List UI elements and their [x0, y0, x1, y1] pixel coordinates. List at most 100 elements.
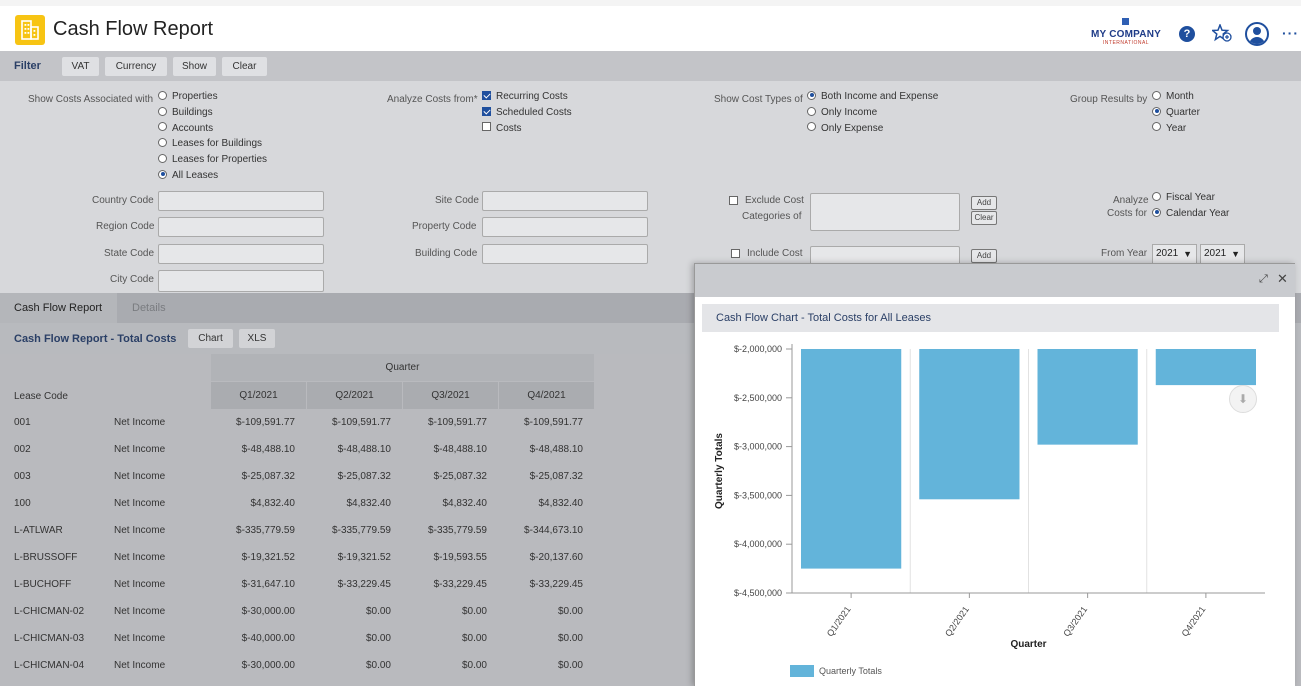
table-row[interactable]: L-BRUSSOFF Net Income $-19,321.52 $-19,321.…: [0, 544, 594, 571]
q4-header[interactable]: Q4/2021: [499, 382, 594, 409]
calendar-year-option[interactable]: Calendar Year: [1152, 207, 1229, 221]
group-by-radio[interactable]: [1152, 122, 1161, 132]
vat-button[interactable]: VAT: [62, 57, 99, 76]
filter-panel: Show Costs Associated with Analyze Costs…: [0, 81, 1301, 293]
table-row[interactable]: L-CHICMAN-02 Net Income $-30,000.00 $0.00 $0…: [0, 598, 594, 625]
exclude-categories-textarea[interactable]: [810, 193, 960, 231]
exclude-cost-checkbox[interactable]: [729, 196, 738, 205]
table-row[interactable]: 001 Net Income $-109,591.77 $-109,591.77 $-1…: [0, 409, 594, 436]
table-row[interactable]: L-CHICMAN-03 Net Income $-40,000.00 $0.00 $0…: [0, 625, 594, 652]
cost-type-radio[interactable]: [807, 90, 816, 100]
analyze-from-check[interactable]: [482, 106, 491, 116]
table-row[interactable]: L-CHICMAN-04 Net Income $-30,000.00 $0.00 $0…: [0, 652, 594, 679]
fiscal-year-option[interactable]: Fiscal Year: [1152, 191, 1215, 205]
city-code-input[interactable]: [158, 270, 324, 292]
chart-button[interactable]: Chart: [188, 329, 233, 348]
q3-header[interactable]: Q3/2021: [403, 382, 498, 409]
show-costs-option[interactable]: Accounts: [158, 122, 214, 136]
show-costs-radio[interactable]: [158, 154, 167, 164]
show-button[interactable]: Show: [173, 57, 216, 76]
show-costs-radio[interactable]: [158, 90, 167, 100]
q2-value-cell: $-33,229.45: [337, 579, 391, 590]
table-row[interactable]: 100 Net Income $4,832.40 $4,832.40 $4,832.40…: [0, 490, 594, 517]
tab-cash-flow-report[interactable]: Cash Flow Report: [0, 293, 117, 323]
group-by-label: Group Results by: [1070, 94, 1148, 105]
help-icon[interactable]: ?: [1179, 26, 1195, 42]
cost-type-radio[interactable]: [807, 106, 816, 116]
chart-bar[interactable]: [1155, 349, 1256, 386]
close-icon[interactable]: ✕: [1277, 271, 1288, 286]
group-by-radio[interactable]: [1152, 106, 1161, 116]
show-costs-option[interactable]: All Leases: [158, 169, 218, 183]
exclude-add-button[interactable]: Add: [971, 196, 997, 210]
show-costs-option[interactable]: Properties: [158, 90, 218, 104]
xls-button[interactable]: XLS: [239, 329, 275, 348]
download-icon[interactable]: ⬇: [1229, 385, 1257, 413]
group-by-radio[interactable]: [1152, 90, 1161, 100]
currency-button[interactable]: Currency: [105, 57, 167, 76]
group-by-option[interactable]: Quarter: [1152, 106, 1200, 120]
show-costs-option[interactable]: Buildings: [158, 106, 213, 120]
user-avatar-icon[interactable]: [1245, 22, 1269, 46]
show-costs-option[interactable]: Leases for Properties: [158, 154, 267, 167]
group-by-option[interactable]: Year: [1152, 122, 1186, 136]
lease-code-header[interactable]: Lease Code: [14, 391, 68, 402]
lease-code-cell: 002: [14, 444, 31, 455]
show-costs-radio[interactable]: [158, 169, 167, 179]
cost-type-radio[interactable]: [807, 122, 816, 132]
cost-type-option-label: Both Income and Expense: [821, 91, 939, 102]
analyze-from-label: Analyze Costs from*: [387, 94, 478, 105]
site-code-input[interactable]: [482, 191, 648, 211]
cost-type-option[interactable]: Only Income: [807, 106, 877, 120]
state-code-input[interactable]: [158, 244, 324, 264]
show-costs-radio[interactable]: [158, 122, 167, 132]
group-by-option[interactable]: Month: [1152, 90, 1194, 104]
country-code-input[interactable]: [158, 191, 324, 211]
favorites-icon[interactable]: [1210, 22, 1232, 45]
filter-bar: Filter VAT Currency Show Clear: [0, 51, 1301, 81]
show-costs-radio[interactable]: [158, 138, 167, 148]
calendar-year-radio[interactable]: [1152, 207, 1161, 217]
tab-details[interactable]: Details: [132, 302, 166, 314]
y-tick-label: $-4,000,000: [734, 539, 782, 549]
building-code-input[interactable]: [482, 244, 648, 264]
property-code-input[interactable]: [482, 217, 648, 237]
site-code-label: Site Code: [435, 195, 479, 206]
analyze-from-check[interactable]: [482, 122, 491, 132]
q2-value-cell: $-109,591.77: [332, 417, 391, 428]
show-costs-option[interactable]: Leases for Buildings: [158, 138, 262, 151]
chart-bar[interactable]: [919, 349, 1020, 500]
analyze-from-option[interactable]: Costs: [482, 122, 522, 136]
chevron-down-icon: ▼: [1231, 249, 1240, 259]
clear-filter-button[interactable]: Clear: [222, 57, 267, 76]
more-options-icon[interactable]: ···: [1282, 25, 1299, 41]
q2-header[interactable]: Q2/2021: [307, 382, 402, 409]
quarter-group-header: Quarter: [211, 354, 594, 381]
cost-type-option[interactable]: Only Expense: [807, 122, 883, 136]
analyze-from-option[interactable]: Recurring Costs: [482, 90, 568, 104]
fiscal-year-radio[interactable]: [1152, 191, 1161, 201]
to-year-select[interactable]: 2021 ▼: [1200, 244, 1245, 264]
show-costs-radio[interactable]: [158, 106, 167, 116]
filter-label: Filter: [14, 60, 41, 72]
include-add-button[interactable]: Add: [971, 249, 997, 263]
analyze-from-check[interactable]: [482, 90, 491, 100]
analyze-from-option[interactable]: Scheduled Costs: [482, 106, 572, 120]
table-row[interactable]: 002 Net Income $-48,488.10 $-48,488.10 $-48,…: [0, 436, 594, 463]
y-axis-title: Quarterly Totals: [714, 433, 725, 509]
cash-flow-chart: $-2,000,000 $-2,500,000 $-3,000,000 $-3,500…: [714, 344, 1265, 650]
expand-icon[interactable]: ⤢: [1259, 273, 1268, 285]
include-cost-checkbox[interactable]: [731, 249, 740, 258]
from-year-select[interactable]: 2021 ▼: [1152, 244, 1197, 264]
table-row[interactable]: L-ATLWAR Net Income $-335,779.59 $-335,779.…: [0, 517, 594, 544]
exclude-clear-button[interactable]: Clear: [971, 211, 997, 225]
table-row[interactable]: 003 Net Income $-25,087.32 $-25,087.32 $-25,…: [0, 463, 594, 490]
region-code-input[interactable]: [158, 217, 324, 237]
table-row[interactable]: L-BUCHOFF Net Income $-31,647.10 $-33,229.4…: [0, 571, 594, 598]
chart-bar[interactable]: [1037, 349, 1138, 445]
q4-value-cell: $-20,137.60: [529, 552, 583, 563]
chart-bar[interactable]: [801, 349, 902, 569]
q1-header[interactable]: Q1/2021: [211, 382, 306, 409]
show-costs-option-label: Accounts: [172, 122, 214, 134]
cost-type-option[interactable]: Both Income and Expense: [807, 90, 939, 104]
